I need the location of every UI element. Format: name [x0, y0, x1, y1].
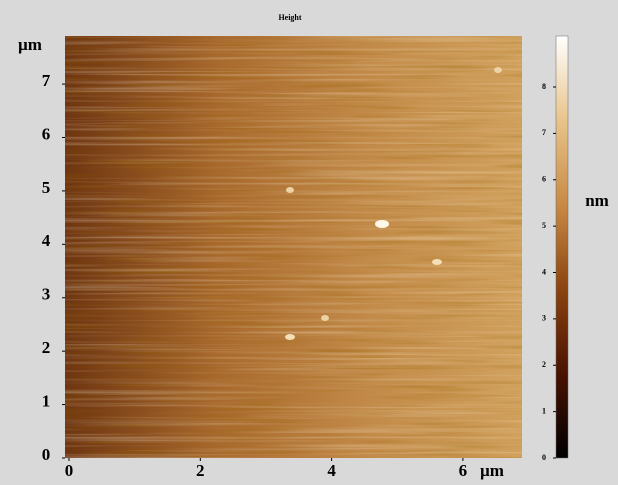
colorbar-tick-label: 2	[542, 360, 546, 369]
y-tick-label: 0	[42, 445, 51, 464]
y-axis-label: µm	[18, 35, 42, 54]
colorbar-tick-label: 0	[542, 453, 546, 462]
colorbar-tick-label: 7	[542, 128, 546, 137]
colorbar-tick-label: 3	[542, 314, 546, 323]
x-tick-label: 6	[459, 461, 468, 480]
y-tick-label: 2	[42, 338, 51, 357]
colorbar-tick-label: 1	[542, 406, 546, 415]
y-tick-label: 5	[42, 178, 51, 197]
particle	[375, 220, 389, 228]
particle	[432, 259, 442, 265]
x-tick-label: 2	[196, 461, 205, 480]
particle	[321, 315, 329, 321]
title: Height	[278, 13, 301, 22]
x-tick-label: 0	[65, 461, 74, 480]
y-tick-label: 1	[42, 391, 51, 410]
colorbar	[556, 36, 568, 458]
colorbar-label: nm	[585, 191, 609, 210]
colorbar-tick-label: 4	[542, 267, 546, 276]
y-tick-label: 7	[42, 71, 51, 90]
y-tick-label: 6	[42, 124, 51, 143]
y-tick-label: 4	[42, 231, 51, 250]
image-texture	[65, 36, 522, 458]
particle	[285, 334, 295, 340]
afm-view: Height µm µm nm 0 1 2 3 4 5 6 7 0 2 4 6 0 1 2 3 4 5 6 7 8	[0, 0, 618, 485]
y-tick-label: 3	[42, 285, 51, 304]
colorbar-tick-label: 5	[542, 221, 546, 230]
colorbar-tick-label: 6	[542, 175, 546, 184]
height-image	[65, 36, 522, 458]
colorbar-tick-label: 8	[542, 82, 546, 91]
x-axis-label: µm	[480, 461, 504, 480]
particle	[494, 67, 502, 73]
particle	[286, 187, 294, 193]
x-tick-label: 4	[327, 461, 336, 480]
